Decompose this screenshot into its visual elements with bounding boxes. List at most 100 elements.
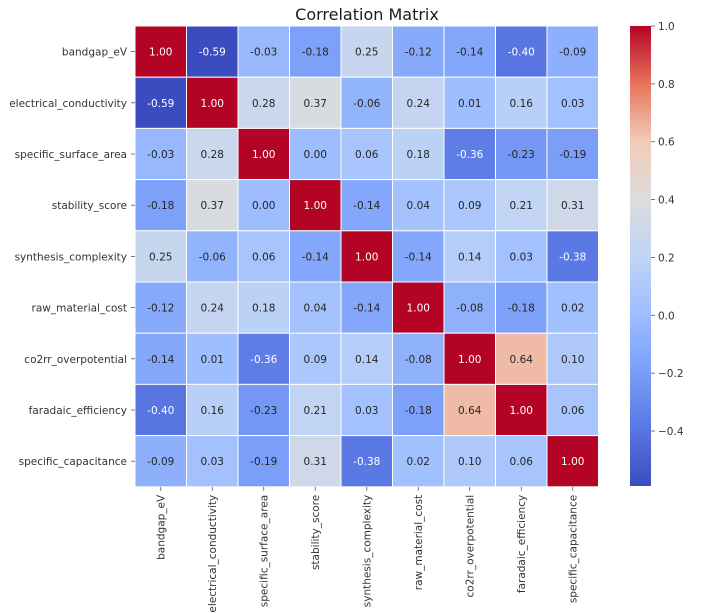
column-label-synthesis-complexity: synthesis_complexity xyxy=(362,495,374,607)
heatmap-cell-r4-c2 xyxy=(237,230,290,283)
heatmap-cell-r7-c6 xyxy=(443,383,496,437)
row-label-bandgap-ev: bandgap_eV xyxy=(62,47,128,59)
heatmap-cell-label-r4-c8: -0.38 xyxy=(559,251,586,263)
heatmap-cell-r4-c8 xyxy=(546,230,599,283)
heatmap-cell-r7-c5 xyxy=(392,383,445,437)
heatmap-cell-label-r8-c0: -0.09 xyxy=(147,456,174,468)
colorbar-tick-label-1: 0.8 xyxy=(658,79,675,91)
heatmap-cell-label-r7-c1: 0.16 xyxy=(201,405,225,417)
heatmap-cell-r8-c1 xyxy=(186,435,239,488)
heatmap-cell-label-r8-c6: 0.10 xyxy=(458,456,481,468)
heatmap-cell-r4-c6 xyxy=(443,230,496,283)
colorbar-tick-label-5: 0.0 xyxy=(658,310,675,322)
heatmap-cell-label-r7-c4: 0.03 xyxy=(355,405,378,417)
heatmap-cell-r8-c8 xyxy=(546,435,599,488)
row-label-specific-surface-area: specific_surface_area xyxy=(15,149,127,161)
heatmap-cell-label-r2-c6: -0.36 xyxy=(456,149,483,161)
heatmap-cell-label-r1-c5: 0.24 xyxy=(407,98,431,110)
column-label-specific-surface-area: specific_surface_area xyxy=(259,495,271,607)
heatmap-cell-label-r3-c1: 0.37 xyxy=(201,200,224,212)
heatmap-cell-label-r0-c7: -0.40 xyxy=(508,47,535,59)
heatmap-cell-label-r2-c5: 0.18 xyxy=(407,149,430,161)
heatmap-cell-label-r7-c7: 1.00 xyxy=(510,405,533,417)
heatmap-cell-r6-c1 xyxy=(186,332,239,385)
heatmap-cell-label-r5-c8: 0.02 xyxy=(561,303,584,315)
colorbar-tick-label-6: −0.2 xyxy=(658,368,684,380)
heatmap-cell-label-r0-c2: -0.03 xyxy=(250,47,277,59)
heatmap-cell-label-r2-c2: 1.00 xyxy=(252,149,275,161)
row-label-electrical-conductivity: electrical_conductivity xyxy=(9,98,127,110)
colorbar-tick-label-2: 0.6 xyxy=(658,137,675,149)
heatmap-cell-r2-c0 xyxy=(134,127,187,181)
colorbar-tick-label-4: 0.2 xyxy=(658,252,675,264)
heatmap-cell-label-r4-c5: -0.14 xyxy=(405,251,432,263)
row-label-faradaic-efficiency: faradaic_efficiency xyxy=(29,405,127,417)
heatmap-cell-r8-c4 xyxy=(340,435,393,488)
heatmap-cell-label-r4-c1: -0.06 xyxy=(199,251,226,263)
heatmap-cell-label-r7-c2: -0.23 xyxy=(250,405,277,417)
heatmap-cell-label-r7-c0: -0.40 xyxy=(147,405,174,417)
heatmap-cell-r5-c2 xyxy=(237,281,290,334)
heatmap-cell-label-r1-c2: 0.28 xyxy=(252,98,275,110)
heatmap-cell-r3-c1 xyxy=(186,179,239,232)
heatmap-cell-label-r0-c3: -0.18 xyxy=(302,47,329,59)
heatmap-cell-r4-c5 xyxy=(392,230,445,283)
heatmap-cell-r8-c2 xyxy=(237,435,290,488)
heatmap-cell-label-r4-c6: 0.14 xyxy=(458,251,482,263)
heatmap-cell-label-r4-c4: 1.00 xyxy=(355,251,378,263)
heatmap-cell-r7-c2 xyxy=(237,383,290,437)
heatmap-cell-r5-c5 xyxy=(392,281,445,334)
heatmap-cell-label-r8-c5: 0.02 xyxy=(407,456,430,468)
heatmap-cell-label-r0-c5: -0.12 xyxy=(405,47,432,59)
column-label-electrical-conductivity: electrical_conductivity xyxy=(207,495,219,613)
heatmap-cell-label-r0-c8: -0.09 xyxy=(559,47,586,59)
heatmap-cell-r7-c0 xyxy=(134,383,187,437)
heatmap-cell-label-r3-c7: 0.21 xyxy=(510,200,533,212)
heatmap-cell-r2-c4 xyxy=(340,127,393,181)
heatmap-cell-label-r6-c4: 0.14 xyxy=(355,354,379,366)
heatmap-cell-label-r6-c1: 0.01 xyxy=(201,354,224,366)
heatmap-cell-r0-c7 xyxy=(495,25,548,78)
heatmap-cell-r2-c3 xyxy=(289,127,342,181)
heatmap-cell-r8-c5 xyxy=(392,435,445,488)
heatmap-cell-r2-c8 xyxy=(546,127,599,181)
heatmap-cell-r3-c3 xyxy=(289,179,342,232)
heatmap-cell-r0-c5 xyxy=(392,25,445,78)
heatmap-cell-r1-c4 xyxy=(340,76,393,129)
heatmap-cell-r2-c1 xyxy=(186,127,239,181)
heatmap-cell-label-r6-c2: -0.36 xyxy=(250,354,277,366)
heatmap-cell-r6-c4 xyxy=(340,332,393,385)
heatmap-cell-r0-c2 xyxy=(237,25,290,78)
colorbar-tick-label-0: 1.0 xyxy=(658,21,675,33)
heatmap-cell-label-r6-c3: 0.09 xyxy=(304,354,327,366)
row-label-raw-material-cost: raw_material_cost xyxy=(32,303,127,315)
heatmap-cell-r6-c0 xyxy=(134,332,187,385)
heatmap-cell-r5-c7 xyxy=(495,281,548,334)
heatmap-cell-r2-c6 xyxy=(443,127,496,181)
colorbar-tick-label-3: 0.4 xyxy=(658,195,675,207)
heatmap-cell-r0-c1 xyxy=(186,25,239,78)
heatmap-cell-label-r5-c2: 0.18 xyxy=(252,303,275,315)
heatmap-cell-r8-c6 xyxy=(443,435,496,488)
heatmap-cell-label-r5-c4: -0.14 xyxy=(353,303,380,315)
heatmap-cell-label-r4-c7: 0.03 xyxy=(510,251,533,263)
heatmap-cell-label-r1-c3: 0.37 xyxy=(304,98,327,110)
colorbar xyxy=(630,26,651,486)
heatmap-cell-r5-c0 xyxy=(134,281,187,334)
heatmap-cell-label-r8-c3: 0.31 xyxy=(304,456,327,468)
heatmap-cell-label-r0-c4: 0.25 xyxy=(355,47,378,59)
heatmap-cell-label-r6-c7: 0.64 xyxy=(510,354,534,366)
heatmap-cell-r1-c6 xyxy=(443,76,496,129)
heatmap-cell-label-r1-c7: 0.16 xyxy=(510,98,534,110)
heatmap-cell-label-r7-c3: 0.21 xyxy=(304,405,327,417)
heatmap-cell-r4-c3 xyxy=(289,230,342,283)
heatmap-cell-r5-c4 xyxy=(340,281,393,334)
heatmap-cell-label-r3-c0: -0.18 xyxy=(147,200,174,212)
colorbar-tick-label-7: −0.4 xyxy=(658,426,684,438)
column-label-raw-material-cost: raw_material_cost xyxy=(413,495,425,590)
heatmap-cell-label-r2-c1: 0.28 xyxy=(201,149,224,161)
row-label-specific-capacitance: specific_capacitance xyxy=(19,456,127,468)
heatmap-cell-r1-c0 xyxy=(134,76,187,129)
heatmap-cell-label-r5-c5: 1.00 xyxy=(407,303,430,315)
